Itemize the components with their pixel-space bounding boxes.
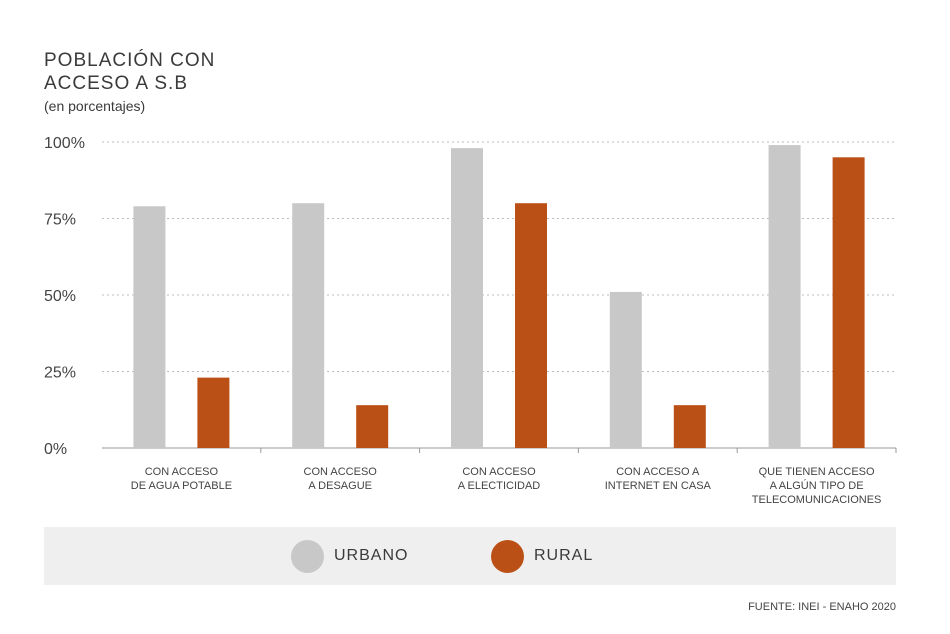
chart-title-line-1: POBLACIÓN CON xyxy=(44,50,216,71)
y-tick-label: 75% xyxy=(44,212,76,229)
x-category-label-line: A DESAGUE xyxy=(308,480,372,492)
x-category-label: QUE TIENEN ACCESO A ALGÚN TIPO DE TELECOMU… xyxy=(732,465,902,507)
chart-subtitle: (en porcentajes) xyxy=(44,98,146,114)
bar-urbano xyxy=(292,203,325,448)
bar-urbano xyxy=(133,206,166,448)
y-tick-label: 100% xyxy=(44,135,85,152)
y-tick-label: 50% xyxy=(44,288,76,305)
x-category-label-line: CON ACCESO xyxy=(462,466,536,478)
legend: URBANO RURAL xyxy=(44,527,896,585)
bar-urbano xyxy=(609,291,642,448)
legend-label-urbano: URBANO xyxy=(334,547,409,564)
x-category-label-line: A ELECTICIDAD xyxy=(457,480,541,492)
legend-swatch-rural xyxy=(491,539,524,573)
x-category-label: CON ACCESO A ELECTICIDAD xyxy=(414,465,584,493)
x-category-label-line: A ALGÚN TIPO DE xyxy=(769,480,864,492)
bar-rural xyxy=(673,405,706,448)
bar-rural xyxy=(356,405,389,448)
x-category-label-line: TELECOMUNICACIONES xyxy=(751,494,882,506)
y-tick-label: 25% xyxy=(44,365,76,382)
bar-rural xyxy=(515,203,547,448)
legend-swatch-urbano xyxy=(291,539,324,573)
legend-label-rural: RURAL xyxy=(534,547,594,564)
bar-rural xyxy=(832,157,865,449)
bar-urbano xyxy=(768,145,801,448)
x-category-label-line: CON ACCESO A xyxy=(616,466,700,478)
x-category-label-line: QUE TIENEN ACCESO xyxy=(758,466,875,478)
x-category-label-line: CON ACCESO xyxy=(303,466,377,478)
legend-item-rural: RURAL xyxy=(491,539,593,573)
source-note: FUENTE: INEI - ENAHO 2020 xyxy=(748,601,896,613)
bar-urbano xyxy=(451,148,483,448)
x-category-label-line: CON ACCESO xyxy=(144,466,219,478)
x-category-label-line: INTERNET EN CASA xyxy=(604,480,711,492)
chart-title-line-2: ACCESO A S.B xyxy=(44,73,188,94)
x-category-label-line: DE AGUA POTABLE xyxy=(130,480,233,492)
x-category-label: CON ACCESO A DESAGUE xyxy=(255,465,425,493)
x-category-label: CON ACCESO DE AGUA POTABLE xyxy=(96,465,266,493)
y-tick-label: 0% xyxy=(44,441,67,458)
legend-item-urbano: URBANO xyxy=(291,539,408,573)
x-category-label: CON ACCESO A INTERNET EN CASA xyxy=(573,465,743,493)
bar-rural xyxy=(197,377,230,448)
